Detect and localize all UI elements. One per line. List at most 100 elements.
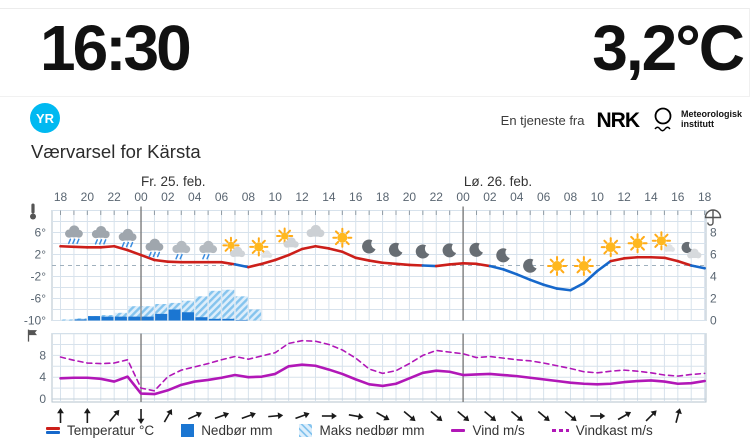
temperature-line	[421, 264, 438, 268]
legend-label: Temperatur °C	[67, 423, 155, 438]
wind-direction-arrow	[537, 410, 550, 422]
wind-direction-arrow	[268, 412, 284, 420]
temperature-line	[300, 244, 317, 251]
temperature-line	[448, 262, 465, 266]
temperature-line	[461, 262, 478, 266]
wind-direction-arrow	[457, 410, 470, 422]
temperature-line	[649, 255, 666, 260]
legend-item-max-precip: Maks nedbør mm	[299, 423, 424, 438]
current-temperature: 3,2°C	[592, 12, 745, 84]
thermometer-icon	[30, 203, 36, 220]
partly-sun-weather-icon	[222, 236, 246, 258]
sun-weather-icon	[332, 227, 353, 248]
hour-label: 10	[591, 190, 605, 204]
sun-cloud-weather-icon	[651, 231, 675, 252]
hour-label: 22	[108, 190, 122, 204]
hour-label: 12	[617, 190, 631, 204]
precip-bar	[208, 318, 221, 321]
precip-axis-label: 4	[710, 270, 717, 284]
rain-weather-icon	[91, 225, 110, 245]
gust-line	[59, 339, 706, 392]
max-precip-bar	[249, 309, 262, 321]
wind-flag-icon	[27, 329, 37, 342]
temperature-line	[273, 253, 290, 262]
max-precip-bar	[208, 290, 221, 321]
temperature-line	[341, 250, 358, 260]
temperature-line	[595, 259, 613, 273]
moon-weather-icon	[362, 239, 376, 254]
temperature-line	[354, 256, 371, 262]
precip-bar	[181, 312, 194, 321]
legend-item-precip: Nedbør mm	[181, 423, 272, 438]
hour-label: 18	[376, 190, 390, 204]
wind-direction-arrow	[430, 410, 443, 422]
clock-temp-strip: 16:30 3,2°C	[0, 8, 750, 97]
rain-weather-icon	[65, 225, 83, 245]
hour-label: 00	[134, 190, 148, 204]
precip-axis-label: 8	[710, 226, 717, 240]
temperature-line	[153, 258, 170, 263]
temperature-line	[314, 244, 331, 250]
max-precip-bar	[195, 296, 208, 321]
wind-direction-arrow	[348, 413, 364, 420]
wind-direction-arrow	[163, 409, 173, 423]
legend-item-temperature: Temperatur °C	[46, 423, 154, 438]
temperature-line	[367, 259, 384, 265]
wind-direction-arrow	[403, 410, 416, 422]
legend-label: Maks nedbør mm	[319, 423, 425, 438]
hour-label: 12	[295, 190, 309, 204]
precip-bar	[114, 316, 127, 321]
temp-axis-label: 2°	[35, 248, 47, 262]
temperature-line	[99, 244, 116, 249]
max-precip-bar	[235, 296, 248, 321]
temperature-legend-swatch	[46, 426, 60, 435]
hour-label: 04	[510, 190, 524, 204]
precip-axis-label: 0	[710, 314, 717, 328]
moon-weather-icon	[442, 243, 457, 258]
temperature-line	[515, 273, 532, 282]
hour-label: 16	[349, 190, 363, 204]
temp-axis-label: -10°	[24, 314, 46, 328]
hour-label: 02	[483, 190, 497, 204]
max-precip-bar	[222, 289, 235, 321]
wind-direction-arrow	[295, 411, 310, 420]
yr-logo[interactable]: YR	[30, 103, 60, 133]
precip-bar	[168, 309, 181, 321]
moon-weather-icon	[469, 242, 483, 257]
precip-bar	[235, 319, 248, 321]
legend-label: Nedbør mm	[201, 423, 273, 438]
hour-label: 02	[161, 190, 175, 204]
umbrella-icon	[704, 209, 722, 226]
wind-direction-arrow	[188, 411, 202, 420]
wind-direction-arrow	[564, 410, 577, 422]
temperature-line	[247, 262, 264, 269]
cloud-weather-icon	[306, 224, 325, 238]
wind-direction-arrow	[590, 412, 606, 420]
temperature-line	[528, 278, 545, 287]
temperature-line	[126, 248, 143, 257]
wind-legend-swatch	[451, 429, 466, 432]
hour-label: 06	[215, 190, 229, 204]
precip-bar	[155, 313, 168, 321]
temperature-line	[287, 247, 304, 257]
hour-label: 08	[242, 190, 256, 204]
wind-direction-arrow	[321, 412, 337, 420]
page-title: Værvarsel for Kärsta	[31, 141, 201, 162]
temperature-line	[327, 247, 344, 254]
wind-direction-arrow	[484, 410, 497, 422]
moon-weather-icon	[523, 258, 537, 273]
wind-direction-arrow	[376, 411, 390, 421]
moon-cloud-weather-icon	[681, 241, 702, 259]
legend-item-wind: Vind m/s	[451, 423, 525, 438]
temp-axis-label: 6°	[35, 226, 47, 240]
legend-label: Vindkast m/s	[575, 423, 653, 438]
wind-direction-arrow	[137, 409, 145, 424]
partly-sun-weather-icon	[276, 227, 299, 248]
wind-axis-label: 4	[39, 370, 46, 384]
gusts-legend-swatch	[551, 429, 569, 432]
hour-label: 10	[269, 190, 283, 204]
temperature-line	[139, 253, 156, 262]
rain-weather-icon	[145, 238, 164, 258]
hour-label: 14	[644, 190, 658, 204]
